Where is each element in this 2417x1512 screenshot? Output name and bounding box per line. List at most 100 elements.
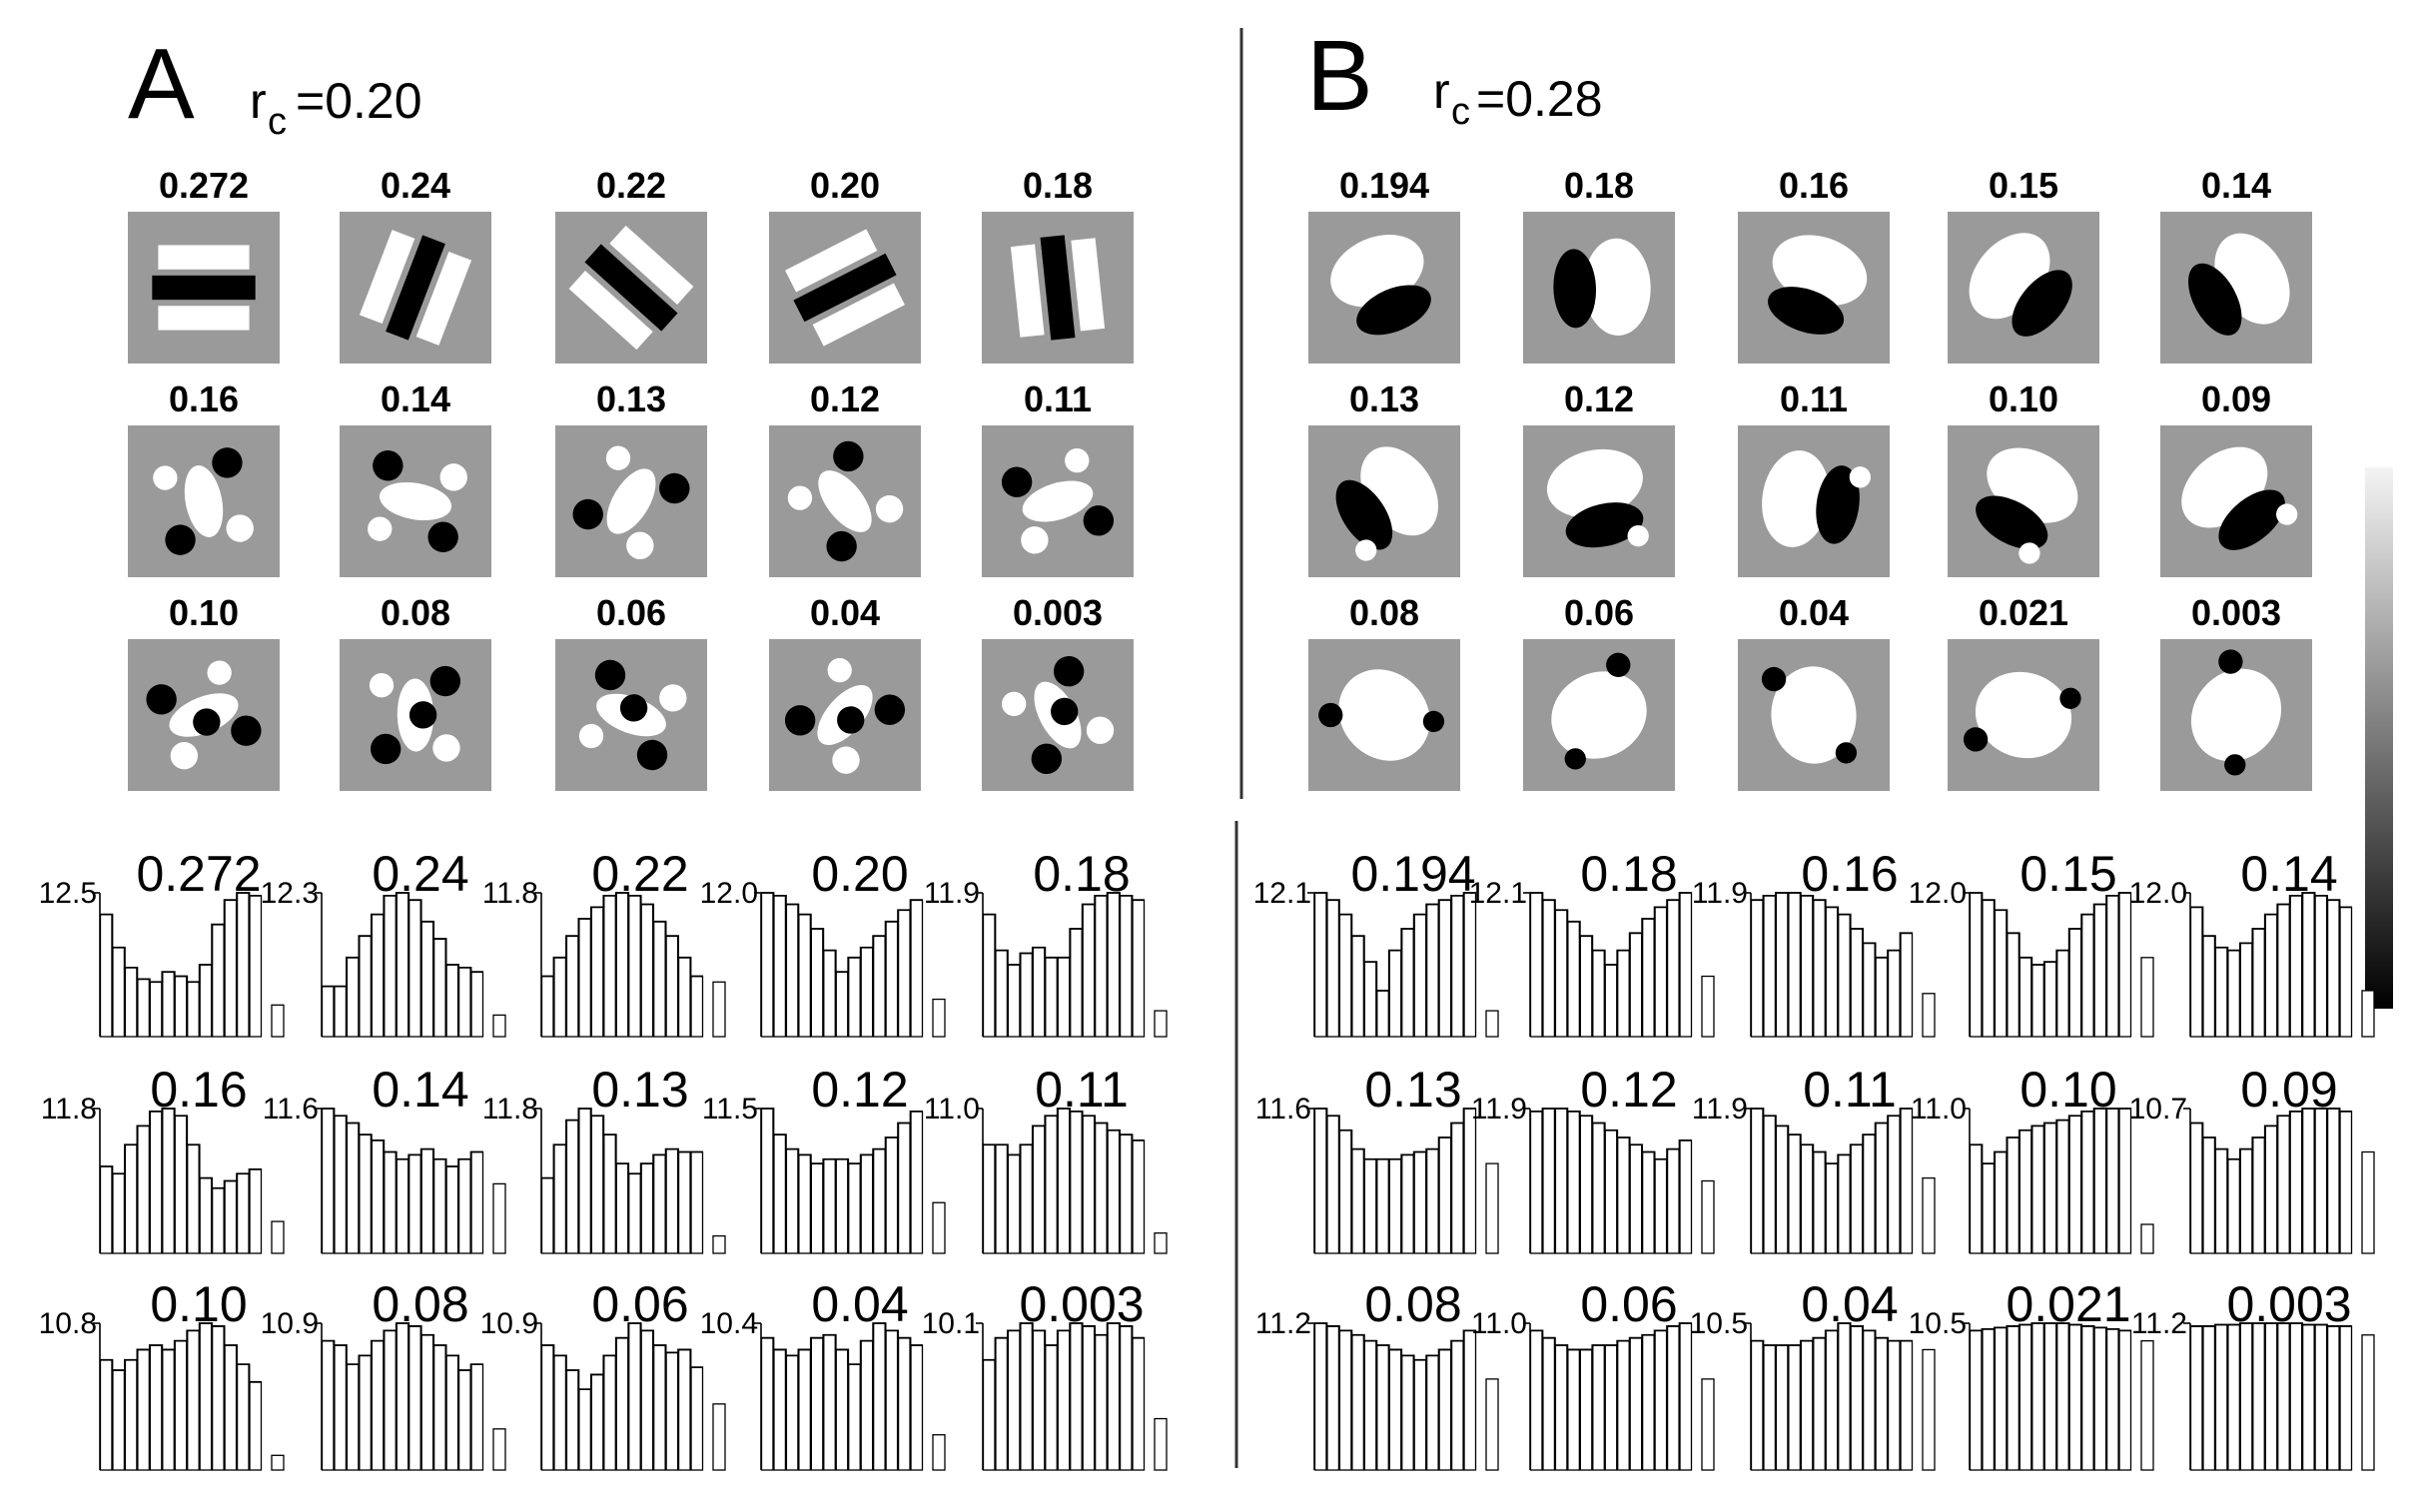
histogram-bar [249,1168,263,1254]
histogram-bar [1629,1337,1643,1471]
histogram-bar [653,1344,666,1471]
tuning-histogram: 10.9 0.08 [261,1276,506,1471]
histogram-side-bar [1154,1232,1168,1254]
histogram-bar [640,1329,654,1471]
histogram-bar [578,1108,591,1254]
histogram-bar [2239,1147,2253,1254]
tuning-histogram: 11.2 0.003 [2131,1276,2375,1471]
histogram-bar [897,1337,911,1471]
histogram-bar [470,971,484,1038]
histogram-bar [2093,903,2107,1038]
histogram-bar [2043,1322,2057,1471]
histogram-bar [1642,918,1655,1038]
histogram-bar [760,1337,774,1471]
histogram-bar [1800,1339,1814,1471]
histogram-bar [187,1329,200,1471]
receptive-field-label: 0.04 [1779,592,1849,633]
histogram-bar [910,1111,924,1254]
histogram-bar [1095,895,1108,1038]
histogram-bar [2227,1158,2240,1254]
histogram-side-bar [932,1201,946,1254]
histogram-bar [2189,1325,2203,1471]
histogram-bar [1788,1134,1801,1254]
histogram-bar [187,981,200,1038]
tuning-histogram: 10.9 0.06 [480,1276,726,1471]
receptive-field-image [1948,639,2099,791]
histogram-bar [249,1381,263,1471]
histogram-bar [2043,1122,2057,1254]
tuning-histogram: 11.0 0.10 [1911,1062,2154,1254]
histogram-bar [615,1337,629,1471]
histogram-bar [553,1143,567,1254]
histogram-label: 0.08 [372,1276,468,1332]
histogram-bar [640,1162,654,1254]
histogram-max-value: 10.9 [261,1307,319,1340]
histogram-max-value: 12.1 [1253,877,1311,910]
histogram-bar [420,921,434,1038]
histogram-bar [1982,1328,1996,1471]
histogram-label: 0.021 [2006,1276,2130,1332]
histogram-bar [2314,1323,2328,1471]
histogram-bar [2056,949,2069,1038]
receptive-field-image [340,639,491,791]
histogram-bar [2326,1108,2340,1254]
histogram-max-value: 11.9 [924,877,980,910]
receptive-field-image [1308,425,1460,577]
histogram-bar [540,1176,554,1254]
histogram-bar [1850,1325,1864,1471]
histogram-bar [2264,913,2278,1038]
histogram-max-value: 11.6 [263,1093,319,1126]
histogram-bar [457,1369,471,1471]
histogram-bar [1032,1329,1046,1471]
tuning-histogram: 11.6 0.13 [1255,1062,1499,1254]
histogram-bar [2031,1125,2044,1254]
histogram-side-bar [2361,1334,2375,1471]
histogram-bar [1617,1136,1630,1254]
histogram-bar [1604,1130,1618,1254]
histogram-bar [1969,1143,1983,1254]
histogram-side-bar [2140,957,2154,1038]
histogram-bar [1363,961,1377,1038]
histogram-bar [677,957,691,1038]
histogram-bar [1082,1115,1096,1254]
histogram-bar [1813,1150,1826,1254]
histogram-bar [1592,1344,1605,1471]
histogram-max-value: 11.9 [1692,877,1748,910]
histogram-bar [897,909,911,1038]
tuning-histogram: 11.9 0.18 [924,846,1168,1038]
receptive-field-image [1948,212,2099,364]
histogram-bar [1045,1344,1058,1471]
histogram-bar [1529,1329,1543,1471]
histogram-bar [2314,895,2328,1038]
histogram-bar [2277,1322,2290,1471]
histogram-bar [565,1119,579,1254]
histogram-label: 0.16 [150,1062,247,1118]
histogram-bar [690,975,704,1038]
histogram-outline [2190,1108,2352,1160]
histogram-bar [628,1172,641,1254]
histogram-bar [1132,1337,1146,1471]
histogram-bar [1579,1115,1593,1254]
histogram-bar [433,938,446,1038]
receptive-field-image [982,212,1134,364]
histogram-side-bar [1701,975,1715,1038]
receptive-field-image [128,212,280,364]
histogram-bar [2302,892,2315,1038]
histogram-bar [1900,1339,1914,1471]
histogram-bar [2264,1125,2278,1254]
histogram-side-bar [1485,1010,1499,1038]
histogram-bar [445,1165,459,1254]
histogram-side-bar [1485,1162,1499,1254]
histogram-side-bar [932,1434,946,1471]
histogram-bar [99,1359,113,1471]
histogram-bar [1567,1348,1580,1471]
histogram-bar [2007,932,2019,1038]
histogram-bar [873,935,886,1038]
histogram-outline [1751,892,1913,959]
histogram-bar [199,1322,213,1471]
receptive-field-label: 0.10 [1989,378,2058,419]
histogram-bar [1413,1359,1427,1471]
histogram-side-bar [1701,1378,1715,1471]
histogram-bar [1982,1162,1996,1254]
tuning-histogram: 11.9 0.12 [1471,1062,1715,1254]
